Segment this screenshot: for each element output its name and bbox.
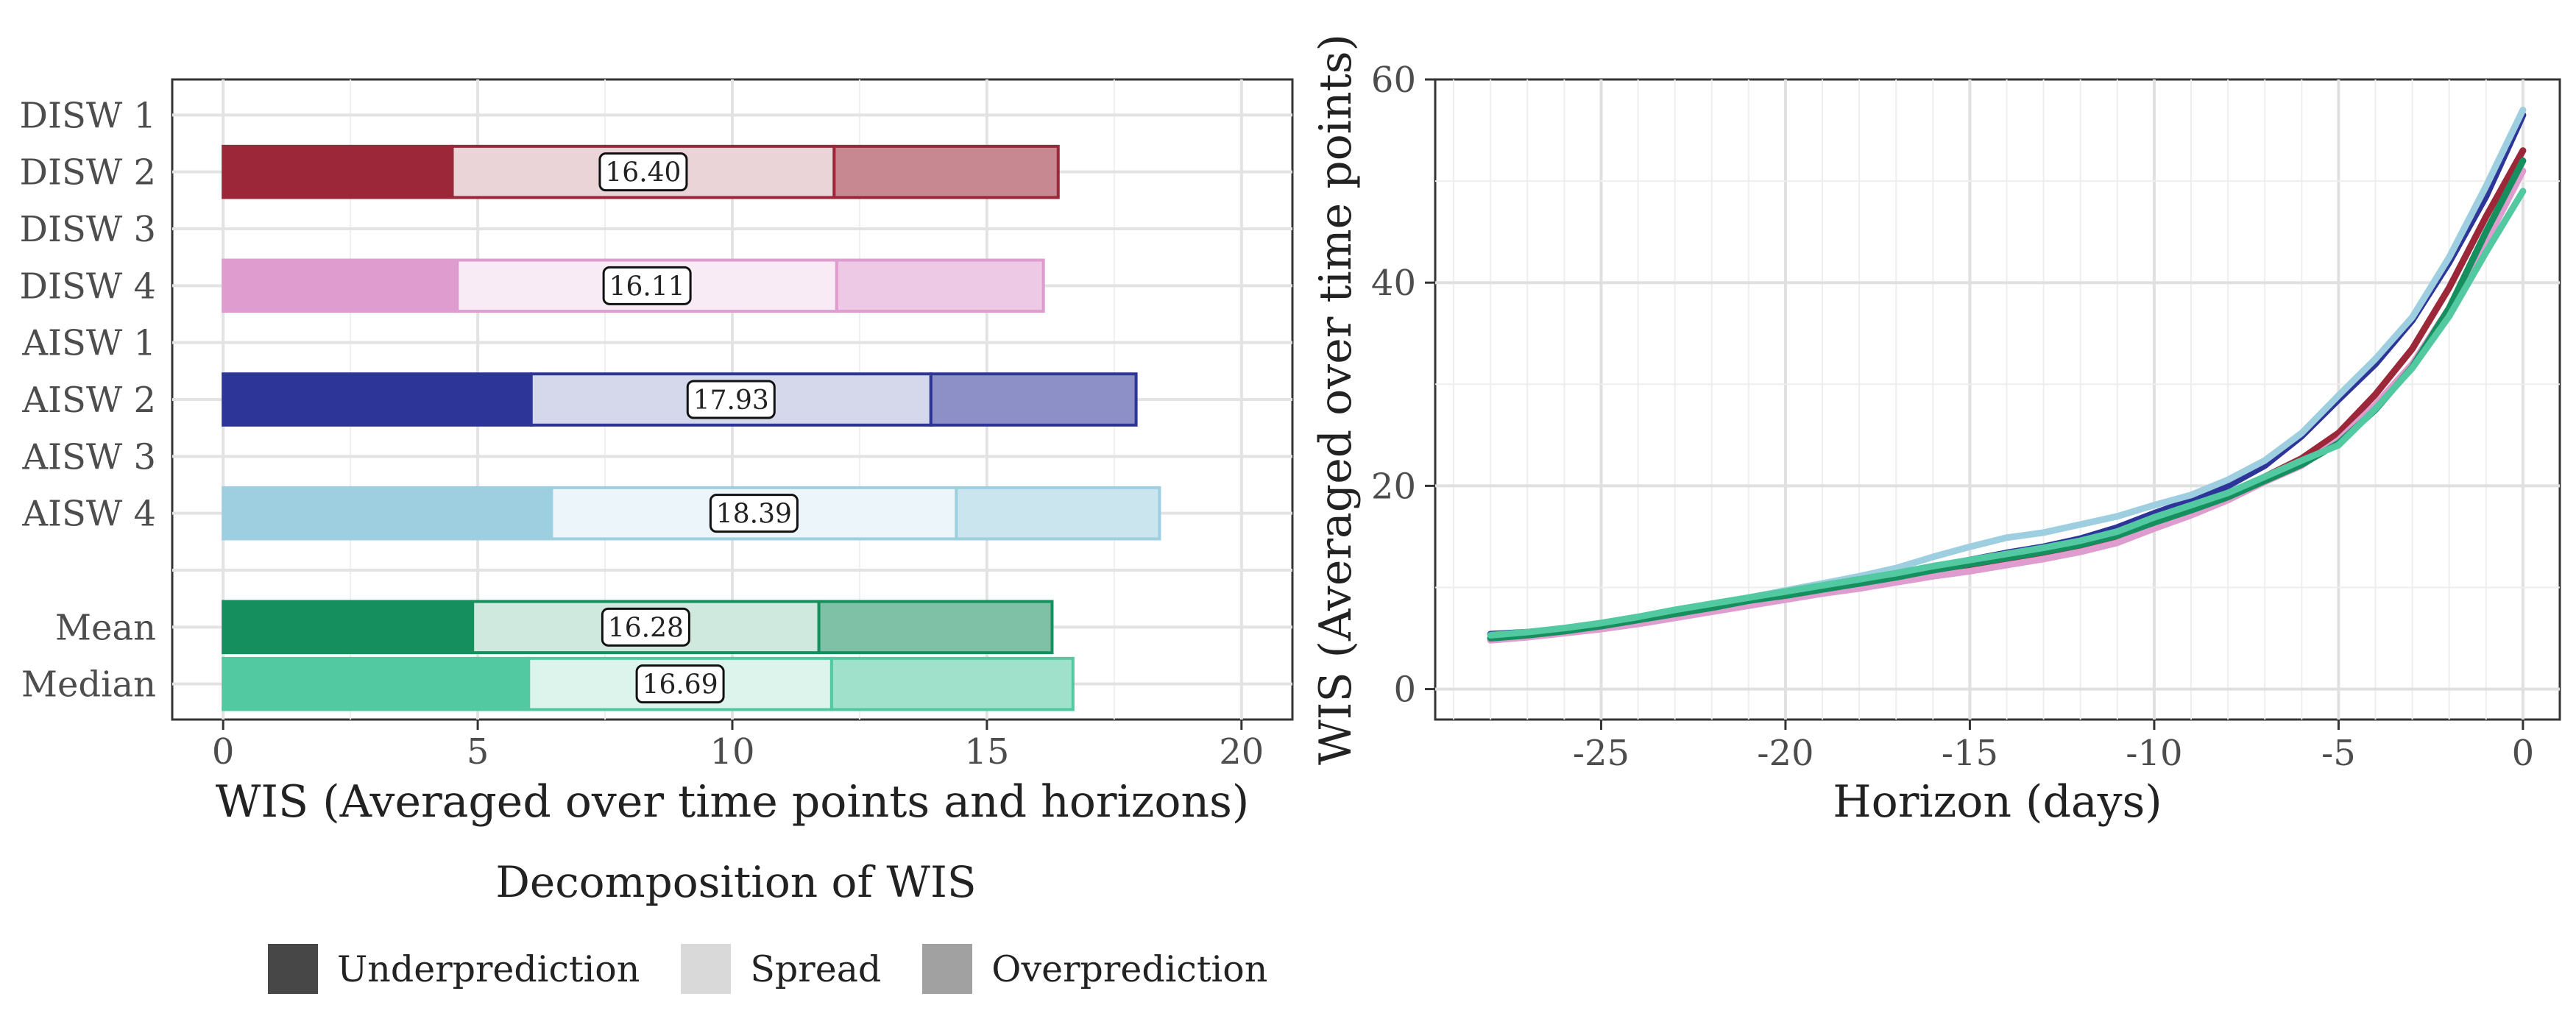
- bar-x-tick-label: 5: [467, 731, 489, 772]
- bar-total-label: 16.69: [643, 670, 718, 700]
- legend-swatch-overprediction: [922, 944, 973, 994]
- bar-x-tick-label: 10: [710, 731, 754, 772]
- legend-label-spread: Spread: [750, 948, 882, 990]
- bar-category-label: Mean: [55, 607, 156, 648]
- bar-total-label-box: [602, 266, 692, 305]
- bar-category-label: DISW 3: [20, 209, 156, 250]
- line-x-tick-label: 0: [2512, 733, 2535, 774]
- bar-total-label-box: [598, 152, 688, 192]
- bar-segment-overprediction: [832, 144, 1060, 199]
- bar-segment-underprediction: [222, 486, 553, 541]
- line-y-tick-label: 40: [1371, 263, 1416, 304]
- bar-segment-overprediction: [817, 600, 1054, 655]
- bar-segment-underprediction: [222, 372, 533, 427]
- bar-total-label: 16.28: [608, 613, 684, 643]
- horizon-line-chart: -25 -20 -15 -10 -5 0 0 20 40 60 Horizon (days) W…: [1310, 34, 2561, 828]
- bar-total-label-box: [601, 607, 690, 647]
- bar-category-label: AISW 4: [21, 494, 156, 535]
- bar-segment-underprediction: [222, 258, 459, 313]
- line-x-tick-label: -20: [1757, 733, 1814, 774]
- line-y-tick-label: 60: [1371, 60, 1416, 101]
- bar-total-label: 16.40: [605, 158, 681, 188]
- line-series-group: [1487, 106, 2527, 644]
- bar-category-label: Median: [21, 664, 156, 706]
- legend-swatch-underprediction: [268, 944, 318, 994]
- line-y-ticks: 0 20 40 60: [1371, 60, 1435, 711]
- line-x-tick-label: -25: [1573, 733, 1630, 774]
- bar-total-label: 17.93: [693, 386, 769, 416]
- line-x-tick-label: -5: [2321, 733, 2356, 774]
- bar-x-tick-label: 15: [964, 731, 1009, 772]
- legend-item-overprediction: Overprediction: [922, 944, 1267, 994]
- line-series: [1487, 188, 2527, 639]
- bar-total-label-box: [709, 494, 799, 533]
- line-x-tick-label: -10: [2126, 733, 2182, 774]
- bar-segment-overprediction: [929, 372, 1138, 427]
- legend-items: Underprediction Spread Overprediction: [268, 944, 1309, 994]
- line-x-tick-label: -15: [1942, 733, 1998, 774]
- bar-category-label: AISW 2: [21, 380, 156, 421]
- bar-segment-underprediction: [222, 144, 454, 199]
- bar-segment-underprediction: [222, 656, 531, 711]
- line-x-axis-title: Horizon (days): [1833, 776, 2162, 828]
- bar-x-axis-title: WIS (Averaged over time points and horiz…: [216, 776, 1250, 828]
- bar-category-label: AISW 1: [21, 323, 156, 364]
- bar-category-label: DISW 2: [20, 152, 156, 193]
- bar-segment-overprediction: [835, 258, 1045, 313]
- line-y-axis-title: WIS (Averaged over time points): [1310, 34, 1362, 765]
- bar-x-tick-label: 0: [212, 731, 235, 772]
- bar-segment-overprediction: [955, 486, 1161, 541]
- bar-total-label: 16.11: [609, 271, 685, 302]
- legend-swatch-spread: [681, 944, 732, 994]
- line-gridlines: [1435, 79, 2560, 720]
- legend-item-spread: Spread: [681, 944, 881, 994]
- legend-title: Decomposition of WIS: [495, 857, 977, 907]
- line-x-ticks: -25 -20 -15 -10 -5 0: [1573, 720, 2534, 774]
- legend-label-overprediction: Overprediction: [991, 948, 1268, 990]
- legend-label-underprediction: Underprediction: [337, 948, 640, 990]
- bar-x-tick-label: 20: [1219, 731, 1264, 772]
- bar-x-ticks: 0 5 10 15 20: [212, 720, 1264, 772]
- bar-segment-overprediction: [829, 656, 1075, 711]
- bar-category-label: DISW 1: [20, 95, 156, 136]
- decomposition-bar-chart: DISW 1 DISW 2 DISW 3 DISW 4 AISW 1 AISW 2 AISW…: [20, 78, 1294, 828]
- bar-total-label-box: [635, 664, 725, 704]
- bar-category-label: DISW 4: [20, 266, 156, 307]
- bar-total-label: 18.39: [716, 500, 792, 530]
- bar-category-labels: DISW 1 DISW 2 DISW 3 DISW 4 AISW 1 AISW 2 AISW…: [20, 95, 156, 705]
- bar-total-labels: 16.40 16.11 17.93 18.39 16.28 16.69: [598, 152, 799, 704]
- bar-category-label: AISW 3: [21, 436, 156, 477]
- legend-item-underprediction: Underprediction: [268, 944, 640, 994]
- line-y-tick-label: 0: [1393, 670, 1416, 711]
- line-y-tick-label: 20: [1371, 466, 1416, 507]
- bar-segment-underprediction: [222, 600, 475, 655]
- bar-total-label-box: [686, 380, 776, 419]
